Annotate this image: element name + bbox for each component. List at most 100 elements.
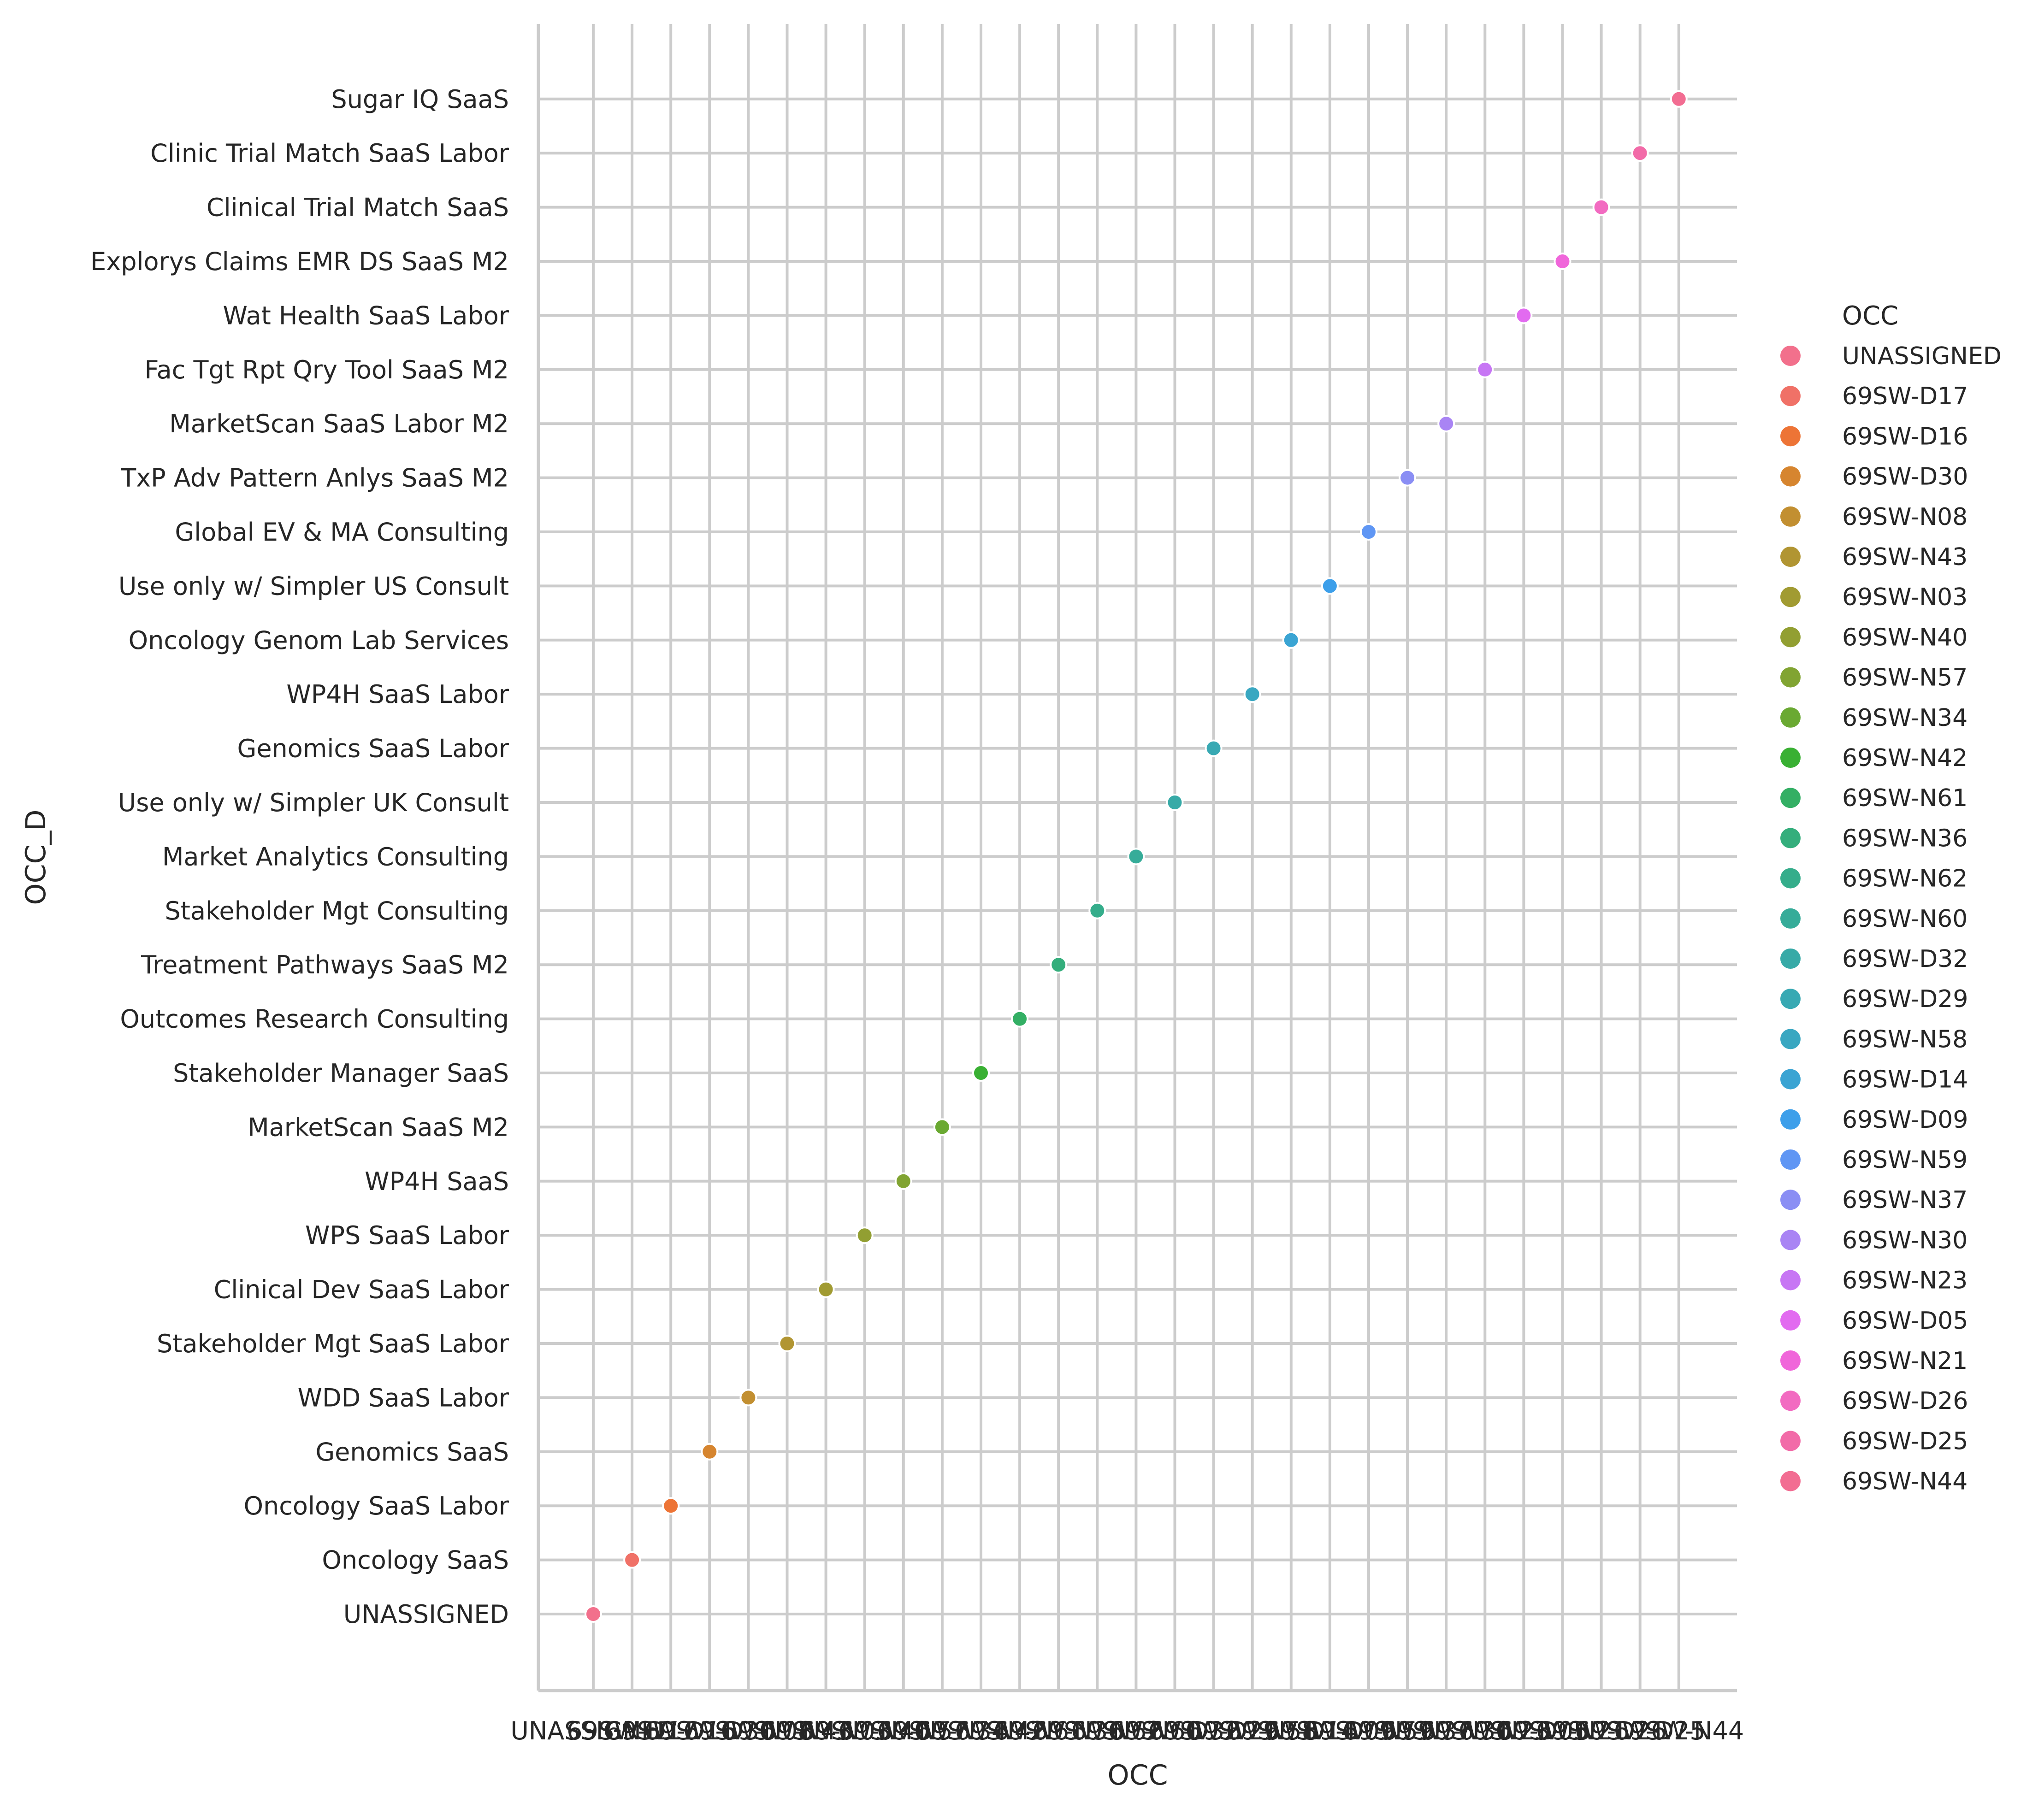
x-tick-label: 69SW-D29 [1148, 1716, 1279, 1745]
legend-marker [1780, 908, 1801, 929]
x-tick-label: 69SW-N30 [1381, 1716, 1512, 1745]
legend-marker [1780, 989, 1801, 1009]
x-tick-label: 69SW-D05 [1458, 1716, 1589, 1745]
legend-marker [1780, 1230, 1801, 1250]
data-point [1437, 415, 1455, 433]
legend-marker [1780, 547, 1801, 567]
y-tick-label: Genomics SaaS [315, 1438, 509, 1467]
legend-label: 69SW-N36 [1842, 825, 1967, 852]
legend-marker [1780, 1471, 1801, 1491]
x-tick-label: 69SW-N36 [993, 1716, 1124, 1745]
x-tick-label: 69SW-D32 [1110, 1716, 1241, 1745]
legend-marker [1780, 1431, 1801, 1451]
data-point [701, 1443, 719, 1461]
legend-marker [1780, 346, 1801, 366]
data-point [1631, 144, 1649, 162]
x-tick-label: 69SW-N60 [1071, 1716, 1201, 1745]
data-point [1554, 253, 1571, 270]
y-tick-label: TxP Adv Pattern Anlys SaaS M2 [120, 464, 509, 493]
legend-marker [1780, 1350, 1801, 1371]
x-tick-labels: UNASSIGNED69SW-D1769SW-D1669SW-D3069SW-N… [510, 1716, 1744, 1745]
data-point [778, 1335, 796, 1352]
data-point [1399, 469, 1417, 487]
x-tick-label: 69SW-N59 [1304, 1716, 1434, 1745]
legend-label: 69SW-N59 [1842, 1146, 1967, 1174]
data-point [1011, 1010, 1029, 1028]
y-tick-label: Market Analytics Consulting [162, 842, 509, 871]
x-tick-label: 69SW-N62 [1032, 1716, 1163, 1745]
legend-label: 69SW-N62 [1842, 865, 1967, 893]
legend-label: 69SW-D29 [1842, 985, 1968, 1013]
data-point [972, 1064, 990, 1082]
x-tick-label: 69SW-N44 [1613, 1716, 1744, 1745]
legend-label: 69SW-N57 [1842, 664, 1967, 692]
legend-marker [1780, 1391, 1801, 1411]
x-tick-label: 69SW-N58 [1187, 1716, 1317, 1745]
legend-label: 69SW-N44 [1842, 1468, 1967, 1496]
x-tick-label: 69SW-D30 [644, 1716, 775, 1745]
data-point [817, 1280, 835, 1298]
legend-label: 69SW-N30 [1842, 1226, 1967, 1254]
y-tick-label: Clinical Dev SaaS Labor [214, 1275, 509, 1304]
data-point [1050, 956, 1068, 974]
x-axis-title: OCC [1107, 1759, 1168, 1791]
y-tick-label: Stakeholder Mgt SaaS Labor [157, 1329, 509, 1358]
legend-label: 69SW-D30 [1842, 463, 1968, 491]
legend-label: 69SW-N61 [1842, 784, 1967, 812]
legend-marker [1780, 748, 1801, 768]
legend-label: 69SW-N34 [1842, 704, 1967, 732]
data-point [623, 1551, 641, 1569]
y-tick-label: UNASSIGNED [343, 1600, 509, 1629]
legend-label: 69SW-N42 [1842, 744, 1967, 772]
data-point [1476, 360, 1494, 378]
data-point [1321, 577, 1339, 595]
x-tick-label: 69SW-D14 [1226, 1716, 1357, 1745]
y-tick-label: Stakeholder Manager SaaS [173, 1059, 509, 1088]
legend-marker [1780, 1270, 1801, 1290]
data-point [662, 1497, 680, 1515]
legend-marker [1780, 587, 1801, 607]
legend-marker [1780, 466, 1801, 487]
legend-marker [1780, 506, 1801, 527]
legend-marker [1780, 788, 1801, 808]
data-points [585, 90, 1688, 1623]
axis-spines [537, 24, 1737, 1692]
y-tick-label: Use only w/ Simpler US Consult [118, 572, 509, 601]
legend-marker [1780, 1190, 1801, 1210]
x-tick-label: 69SW-N21 [1497, 1716, 1628, 1745]
y-tick-label: Fac Tgt Rpt Qry Tool SaaS M2 [144, 355, 509, 384]
y-tick-label: MarketScan SaaS M2 [248, 1113, 509, 1142]
x-tick-label: 69SW-N08 [683, 1716, 814, 1745]
legend: OCC UNASSIGNED 69SW-D17 69SW-D16 69SW-D30 69… [1780, 301, 2002, 1496]
data-point [1166, 794, 1184, 811]
legend-label: 69SW-N58 [1842, 1025, 1967, 1053]
x-tick-label: 69SW-N61 [955, 1716, 1085, 1745]
y-tick-label: Outcomes Research Consulting [120, 1005, 509, 1034]
data-point [1088, 902, 1106, 919]
x-tick-label: 69SW-N37 [1342, 1716, 1473, 1745]
x-tick-label: 69SW-N42 [916, 1716, 1046, 1745]
x-tick-label: 69SW-N03 [761, 1716, 891, 1745]
legend-marker [1780, 426, 1801, 447]
legend-label: 69SW-D26 [1842, 1387, 1968, 1415]
legend-marker [1780, 707, 1801, 728]
y-tick-labels: UNASSIGNED Oncology SaaS Oncology SaaS Lab… [90, 85, 509, 1629]
legend-marker [1780, 828, 1801, 848]
legend-marker [1780, 627, 1801, 648]
legend-marker [1780, 868, 1801, 889]
y-tick-label: MarketScan SaaS Labor M2 [169, 409, 509, 438]
x-tick-label: 69SW-N57 [838, 1716, 969, 1745]
y-tick-label: Treatment Pathways SaaS M2 [141, 950, 509, 979]
y-tick-label: Oncology Genom Lab Services [129, 626, 509, 655]
y-tick-label: Oncology SaaS [322, 1546, 509, 1575]
legend-label: 69SW-D14 [1842, 1066, 1968, 1094]
y-tick-label: Sugar IQ SaaS [331, 85, 509, 114]
legend-label: 69SW-N43 [1842, 543, 1967, 571]
legend-label: 69SW-N21 [1842, 1347, 1967, 1375]
legend-label: 69SW-N08 [1842, 503, 1967, 531]
x-tick-label: 69SW-D17 [567, 1716, 697, 1745]
x-tick-label: 69SW-D26 [1536, 1716, 1667, 1745]
y-tick-label: Explorys Claims EMR DS SaaS M2 [90, 247, 509, 276]
x-tick-label: 69SW-D16 [605, 1716, 736, 1745]
